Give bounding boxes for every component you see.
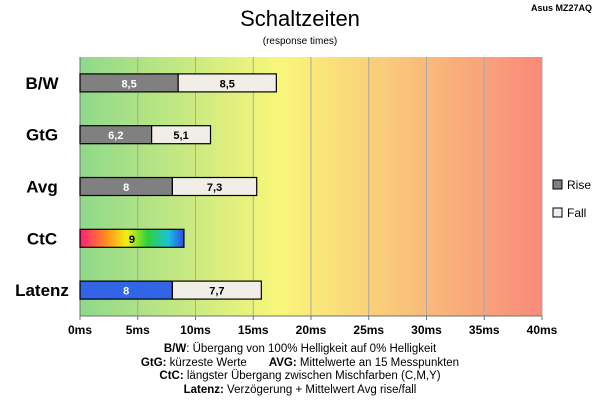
category-label: GtG bbox=[26, 126, 58, 145]
category-labels: B/W GtG Avg CtC Latenz bbox=[15, 74, 69, 300]
x-tick-label: 10ms bbox=[180, 323, 211, 337]
x-tick-label: 40ms bbox=[527, 323, 558, 337]
bar-value-label: 7,7 bbox=[209, 286, 224, 298]
category-label: Avg bbox=[26, 178, 58, 197]
legend-label: Fall bbox=[567, 206, 586, 220]
note-line-bw: B/W: Übergang von 100% Helligkeit auf 0%… bbox=[163, 343, 437, 355]
bars: 8,5 8,5 6,2 5,1 8 7,3 9 8 7,7 bbox=[79, 73, 277, 300]
category-label: CtC bbox=[27, 229, 57, 248]
bar-rise bbox=[79, 228, 185, 248]
chart-title: Schaltzeiten bbox=[240, 6, 360, 31]
bar-value-label: 8 bbox=[123, 182, 129, 194]
bar-value-label: 6,2 bbox=[108, 130, 123, 142]
legend-label: Rise bbox=[567, 178, 591, 192]
x-tick-label: 20ms bbox=[296, 323, 327, 337]
note-line-ctc: CtC: längster Übergang zwischen Mischfar… bbox=[159, 370, 441, 383]
chart-subtitle: (response times) bbox=[262, 36, 338, 47]
bar-value-label: 9 bbox=[129, 234, 135, 246]
x-tick-label: 15ms bbox=[238, 323, 269, 337]
category-label: Latenz bbox=[15, 281, 69, 300]
legend-swatch bbox=[552, 179, 563, 190]
bar-fall bbox=[171, 176, 258, 197]
bar-value-label: 8 bbox=[123, 286, 129, 298]
monitor-model: Asus MZ27AQ bbox=[530, 3, 592, 13]
x-tick-label: 30ms bbox=[411, 323, 442, 337]
bar-value-label: 5,1 bbox=[173, 130, 188, 142]
bar-value-label: 8,5 bbox=[220, 78, 235, 90]
category-label: B/W bbox=[25, 74, 59, 93]
legend-swatch bbox=[552, 207, 563, 218]
bar-value-label: 8,5 bbox=[121, 78, 136, 90]
legend: Rise Fall bbox=[552, 178, 591, 220]
x-tick-label: 25ms bbox=[353, 323, 384, 337]
x-tick-label: 5ms bbox=[126, 323, 150, 337]
bar-fall bbox=[151, 125, 212, 145]
bar-value-label: 7,3 bbox=[207, 182, 222, 194]
x-tick-label: 0ms bbox=[68, 323, 92, 337]
note-line-gtg-avg: GtG: kürzeste Werte AVG: Mittelwerte an 1… bbox=[140, 356, 460, 369]
x-tick-label: 35ms bbox=[469, 323, 500, 337]
response-time-chart: 8,5 8,5 6,2 5,1 8 7,3 9 8 7,7 B/W GtG Avg CtC Latenz… bbox=[15, 57, 591, 337]
bar-fall bbox=[177, 73, 277, 93]
legend-notes: B/W: Übergang von 100% Helligkeit auf 0%… bbox=[0, 343, 600, 397]
note-line-latenz: Latenz: Verzögerung + Mittelwert Avg ris… bbox=[183, 383, 417, 396]
x-axis-ticks: 0ms 5ms 10ms 15ms 20ms 25ms 30ms 35ms 40ms bbox=[68, 316, 558, 337]
bar-fall bbox=[171, 280, 262, 300]
